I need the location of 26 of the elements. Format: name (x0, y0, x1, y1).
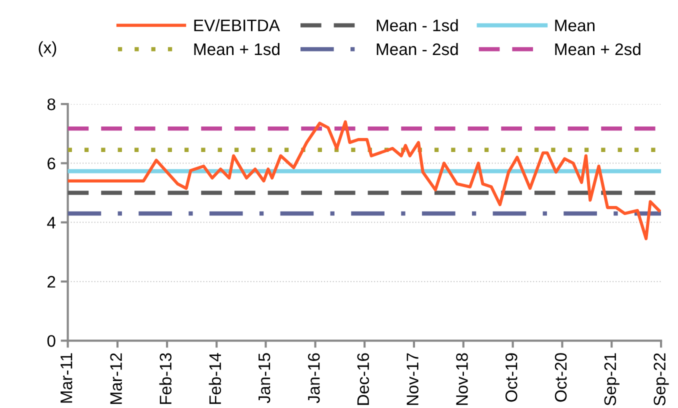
x-tick-label: Sep-21 (604, 353, 620, 406)
y-axis-title: (x) (38, 41, 56, 57)
y-tick-label: 2 (48, 276, 56, 288)
legend-label: Mean (555, 20, 594, 32)
x-tick-label: Jan-15 (258, 353, 270, 404)
legend-label: Mean - 2sd (376, 42, 458, 56)
legend-label: Mean - 1sd (376, 19, 458, 32)
x-tick-label: Feb-14 (208, 352, 222, 404)
x-tick-label: Nov-17 (406, 353, 418, 405)
x-tick-label: Feb-13 (159, 353, 172, 404)
legend-label: EV/EBITDA (194, 19, 280, 32)
line-series (68, 120, 661, 240)
y-tick-label: 8 (47, 98, 56, 110)
x-tick-label: Oct-20 (554, 353, 567, 402)
x-tick-label: Mar-11 (60, 353, 72, 403)
x-tick-label: Nov-18 (456, 353, 468, 405)
y-tick-label: 4 (47, 216, 56, 228)
x-tick-label: Jan-16 (308, 353, 320, 404)
x-tick-label: Dec-16 (357, 353, 370, 405)
x-tick-label: Sep-22 (654, 353, 669, 406)
x-tick-label: Oct-19 (505, 353, 518, 402)
y-tick-label: 6 (48, 158, 56, 170)
legend-label: Mean + 2sd (555, 42, 640, 56)
y-tick-label: 0 (47, 335, 56, 347)
legend-label: Mean + 1sd (194, 42, 280, 56)
x-tick-label: Mar-12 (110, 353, 122, 404)
